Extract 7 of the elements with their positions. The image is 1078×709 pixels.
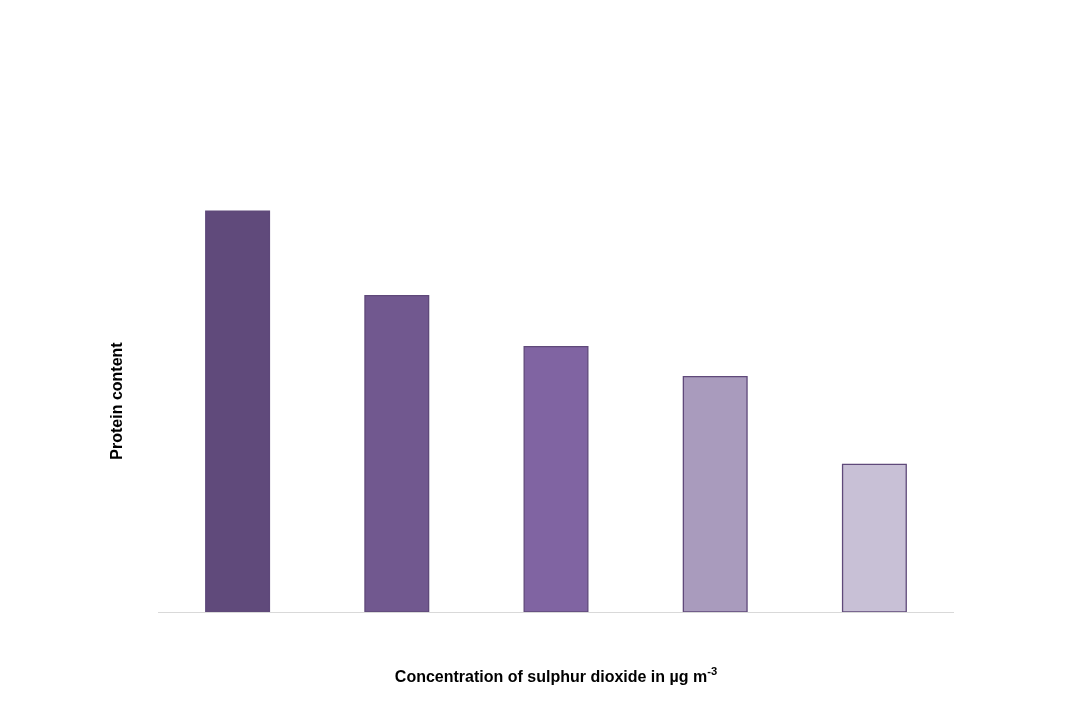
bar bbox=[841, 463, 907, 612]
x-axis-title: Concentration of sulphur dioxide in µg m$^{-3}$ bbox=[394, 665, 718, 685]
bar bbox=[523, 345, 589, 612]
bar bbox=[364, 295, 430, 612]
bar bbox=[682, 376, 748, 612]
y-axis-title: Protein content bbox=[107, 341, 125, 460]
bar bbox=[205, 210, 271, 612]
